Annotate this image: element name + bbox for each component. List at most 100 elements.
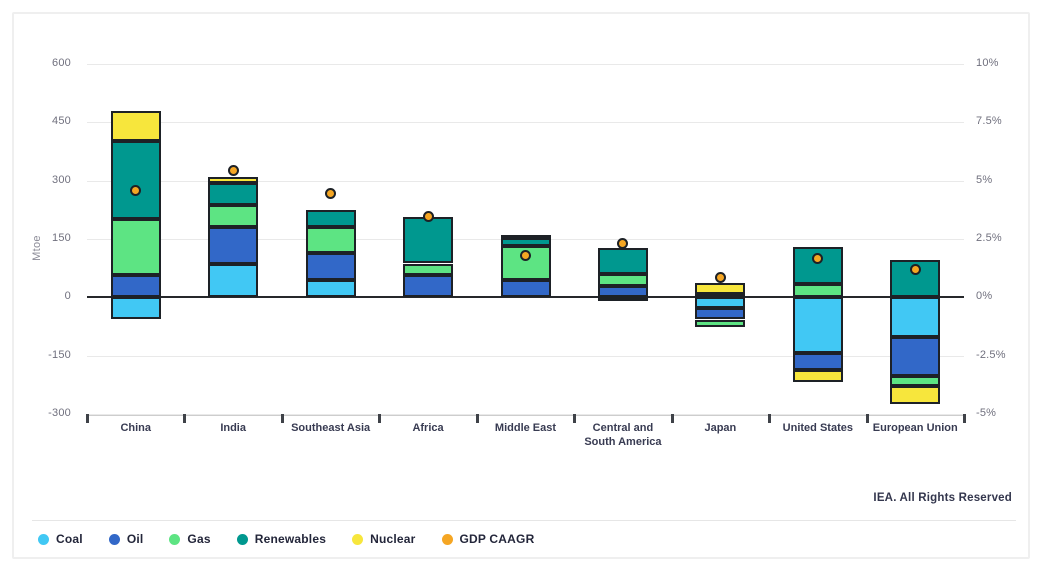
bar-segment-renewables[interactable] — [208, 182, 259, 205]
legend-label: Renewables — [254, 532, 327, 546]
bar-segment-nuclear[interactable] — [890, 386, 941, 405]
x-axis-tick — [865, 414, 869, 423]
x-axis-tick — [475, 414, 479, 423]
left-axis-tick: -300 — [48, 407, 71, 419]
bar-segment-renewables[interactable] — [500, 238, 551, 246]
category-label: United States — [782, 422, 853, 434]
bar-segment-renewables[interactable] — [792, 247, 843, 285]
bar-segment-oil[interactable] — [403, 275, 454, 298]
gdp-caagr-dot[interactable] — [812, 253, 824, 265]
bar-segment-oil[interactable] — [695, 308, 746, 320]
legend-label: Oil — [126, 532, 144, 546]
gridline — [87, 355, 964, 357]
gridline — [87, 122, 964, 124]
legend-swatch-icon — [441, 533, 453, 545]
bar-segment-coal[interactable] — [695, 297, 746, 309]
bar-segment-nuclear[interactable] — [792, 370, 843, 383]
legend-item-oil[interactable]: Oil — [108, 532, 144, 546]
bar-segment-gas[interactable] — [110, 219, 161, 276]
bar-segment-oil[interactable] — [305, 253, 356, 281]
gdp-caagr-dot[interactable] — [130, 184, 142, 196]
gdp-caagr-dot[interactable] — [227, 164, 239, 176]
bar-segment-renewables[interactable] — [403, 217, 454, 264]
bar-segment-nuclear[interactable] — [695, 283, 746, 295]
right-axis-tick: 10% — [976, 57, 999, 69]
legend-swatch-icon — [38, 533, 49, 545]
bar-segment-coal[interactable] — [792, 297, 843, 354]
legend-label: GDP CAAGR — [459, 532, 535, 546]
bar-segment-renewables[interactable] — [695, 294, 746, 299]
legend-label: Gas — [187, 532, 211, 546]
legend-label: Coal — [56, 532, 83, 546]
bar-segment-coal[interactable] — [597, 297, 648, 302]
x-axis-tick — [86, 414, 89, 423]
bar-segment-gas[interactable] — [208, 204, 259, 228]
right-axis-tick: 7.5% — [976, 115, 1002, 128]
gdp-caagr-dot[interactable] — [520, 249, 531, 261]
legend: Coal Oil Gas Renewables Nuclear GDP CAAGR — [38, 532, 534, 546]
gridline — [87, 180, 964, 182]
bar-segment-coal[interactable] — [890, 297, 941, 338]
bar-segment-nuclear[interactable] — [208, 176, 259, 183]
gridline — [87, 64, 964, 65]
bar-segment-coal[interactable] — [208, 264, 259, 298]
legend-swatch-icon — [352, 533, 364, 545]
bar-segment-renewables[interactable] — [110, 141, 161, 220]
category-label: Southeast Asia — [291, 422, 371, 434]
x-axis-tick — [963, 414, 966, 423]
left-axis-tick: 450 — [52, 115, 71, 128]
left-axis-tick: 600 — [52, 57, 71, 69]
bar-segment-gas[interactable] — [792, 284, 843, 298]
category-label: Central and South America — [584, 422, 662, 448]
gdp-caagr-dot[interactable] — [909, 263, 921, 275]
bar-segment-oil[interactable] — [890, 337, 941, 376]
right-axis-tick: -2.5% — [976, 348, 1006, 361]
legend-item-nuclear[interactable]: Nuclear — [352, 532, 415, 546]
gridline — [87, 414, 964, 415]
bar-segment-coal[interactable] — [110, 297, 161, 320]
bar-segment-oil[interactable] — [208, 227, 259, 265]
left-axis-tick: 300 — [52, 173, 71, 186]
left-axis-tick: 150 — [52, 232, 71, 244]
bar-segment-gas[interactable] — [695, 319, 746, 328]
bar-segment-gas[interactable] — [890, 375, 941, 386]
legend-item-renewables[interactable]: Renewables — [236, 532, 327, 546]
x-axis-tick — [280, 414, 284, 423]
bar-segment-oil[interactable] — [110, 275, 161, 298]
legend-label: Nuclear — [370, 532, 416, 546]
right-axis-tick: 5% — [976, 173, 993, 186]
bar-segment-oil[interactable] — [597, 286, 648, 298]
chart-card: Mtoe 600 450 300 150 0 -150 -300 10% 7.5% 5% 2.5%… — [12, 12, 1030, 559]
legend-divider — [32, 520, 1016, 521]
category-label: Japan — [704, 422, 737, 434]
bar-segment-nuclear[interactable] — [110, 111, 161, 142]
bar-segment-renewables[interactable] — [305, 210, 356, 227]
x-axis-tick — [183, 414, 187, 423]
bar-segment-oil[interactable] — [792, 353, 843, 371]
legend-item-gdp-caagr[interactable]: GDP CAAGR — [441, 532, 535, 546]
left-axis-tick: 0 — [64, 290, 71, 303]
bar-segment-gas[interactable] — [597, 273, 648, 287]
bar-segment-gas[interactable] — [305, 226, 356, 253]
gdp-caagr-dot[interactable] — [617, 238, 629, 250]
category-label: Middle East — [494, 422, 557, 434]
gdp-caagr-dot[interactable] — [422, 211, 434, 223]
right-axis-tick: 2.5% — [976, 232, 1002, 244]
legend-item-gas[interactable]: Gas — [169, 532, 211, 546]
gdp-caagr-dot[interactable] — [714, 272, 726, 283]
x-axis-tick — [378, 414, 382, 423]
bar-segment-renewables[interactable] — [597, 247, 648, 274]
legend-swatch-icon — [169, 533, 181, 545]
legend-item-coal[interactable]: Coal — [38, 532, 83, 546]
left-axis-tick: -150 — [48, 348, 71, 361]
legend-swatch-icon — [236, 533, 248, 545]
y-axis-title: Mtoe — [31, 235, 43, 261]
right-axis-tick: 0% — [976, 290, 993, 303]
gdp-caagr-dot[interactable] — [325, 188, 337, 199]
bar-segment-coal[interactable] — [305, 280, 356, 298]
legend-swatch-icon — [108, 533, 120, 545]
bar-segment-oil[interactable] — [500, 279, 551, 298]
bar-segment-gas[interactable] — [403, 263, 454, 276]
bar-segment-nuclear[interactable] — [500, 235, 551, 240]
